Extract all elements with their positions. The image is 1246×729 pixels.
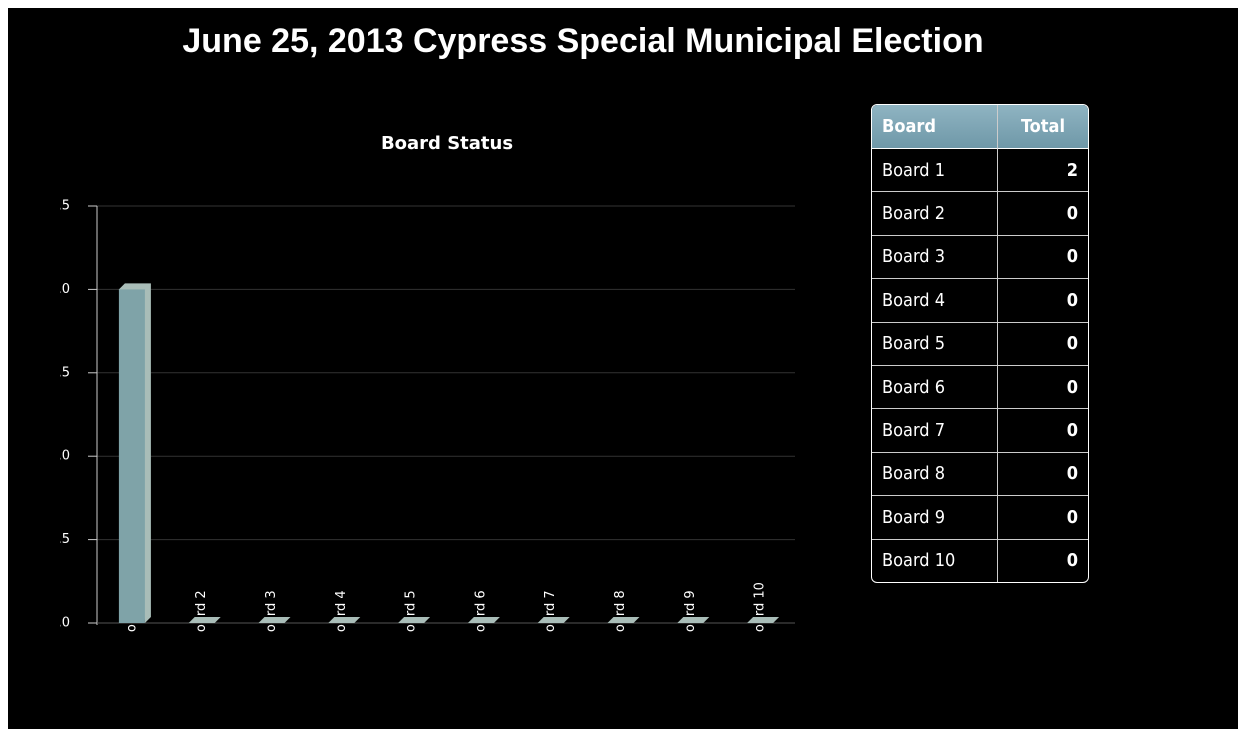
y-tick-label: 1.0 [49, 449, 70, 464]
table-cell: 0 [998, 191, 1088, 234]
bar-depth [398, 617, 431, 623]
table-cell: 0 [998, 321, 1088, 365]
table-cell: 2 [1066, 159, 1078, 181]
x-tick-label: Board 3 [264, 590, 279, 641]
page-title: June 25, 2013 Cypress Special Municipal … [182, 22, 984, 60]
column-header: Total [998, 105, 1088, 149]
y-tick-label: 0.5 [49, 532, 70, 547]
bar [118, 289, 145, 623]
table-cell: 0 [998, 364, 1088, 408]
table-cell: 0 [998, 538, 1088, 582]
x-tick-label: Board 10 [753, 582, 768, 641]
table-row: Board 1 2 [872, 149, 1088, 192]
bar-depth [677, 617, 710, 623]
table-cell: Board 4 [872, 278, 998, 322]
chart: Board Status 0.00.51.01.52.02.5 Board 1B… [49, 133, 795, 641]
table-cell: Board 7 [872, 408, 998, 452]
screen: June 25, 2013 Cypress Special Municipal … [8, 8, 1238, 729]
y-tick-label: 2.0 [49, 282, 70, 297]
table-cell: 0 [998, 278, 1088, 321]
y-tick-label: 2.5 [49, 199, 70, 214]
table-cell: Board 10 [872, 538, 998, 582]
table-cell: Board 6 [872, 364, 998, 409]
table-cell: Board 9 [872, 495, 998, 539]
bar-depth [258, 617, 291, 623]
chart-title: Board Status [381, 133, 513, 154]
bar-depth [188, 617, 221, 623]
bar-depth [537, 617, 570, 623]
bar-depth [467, 617, 500, 623]
table-cell: 0 [998, 451, 1088, 495]
table-cell: Board 8 [872, 451, 998, 496]
table-cell: 0 [998, 495, 1088, 538]
table-cell: Board 1 [872, 149, 998, 192]
x-tick-label: Board 4 [334, 590, 349, 641]
table-cell: Board 2 [872, 191, 998, 235]
x-tick-label: Board 7 [543, 590, 558, 641]
bar-depth [328, 617, 361, 623]
y-tick-label: 0.0 [49, 616, 70, 631]
table-cell: Board 5 [872, 321, 998, 365]
x-tick-label: Board 5 [404, 590, 419, 641]
table-cell: 0 [998, 234, 1088, 278]
x-tick-label: Board 9 [683, 590, 698, 641]
x-tick-label: Board 8 [613, 590, 628, 641]
table-cell: 0 [998, 408, 1088, 451]
board-table: Board Total Board 1 2 Board 2 0 Board 3 0 Board… [871, 104, 1089, 583]
table-cell: Board 3 [872, 234, 998, 279]
y-tick-label: 1.5 [49, 365, 70, 380]
bar-depth [607, 617, 640, 623]
x-tick-label: Board 6 [473, 590, 488, 641]
column-header: Board [872, 105, 998, 149]
x-tick-label: Board 2 [194, 590, 209, 641]
bar-depth [747, 617, 780, 623]
table-row: Board 10 0 [872, 538, 1088, 582]
